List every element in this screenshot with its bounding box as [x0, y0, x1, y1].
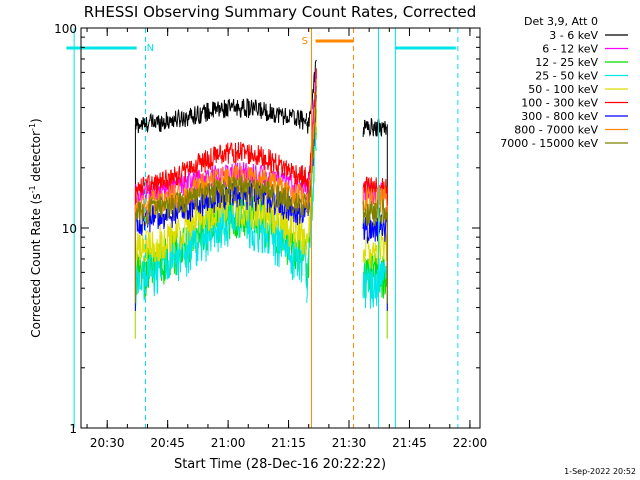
legend-label-0: 3 - 6 keV — [549, 29, 598, 42]
y-tick-label-2: 100 — [54, 22, 77, 36]
y-tick-label-1: 10 — [62, 222, 77, 236]
x-tick-label-2: 21:00 — [211, 436, 246, 450]
x-tick-label-5: 21:45 — [392, 436, 427, 450]
y-axis-label-mid: detector — [29, 131, 43, 186]
night-label: N — [147, 43, 154, 54]
x-tick-label-0: 20:30 — [90, 436, 125, 450]
series-line-0 — [147, 98, 308, 133]
x-tick-label-3: 21:15 — [271, 436, 306, 450]
chart-title: RHESSI Observing Summary Count Rates, Co… — [84, 3, 477, 21]
series-layer — [134, 59, 388, 339]
legend-label-6: 300 - 800 keV — [521, 110, 598, 123]
legend-label-2: 12 - 25 keV — [535, 56, 598, 69]
series-line-8 — [134, 199, 148, 226]
marker-layer: NS — [66, 28, 459, 428]
date-stamp: 1-Sep-2022 20:52 — [564, 467, 636, 476]
y-axis-label: Corrected Count Rate (s-1 detector-1) — [28, 118, 43, 337]
y-tick-label-0: 1 — [69, 422, 77, 436]
legend-label-7: 800 - 7000 keV — [514, 124, 598, 137]
ticks-layer: 1 10 100 20:30 20:45 21:00 21:15 21:30 21:45 22:0… — [54, 22, 487, 450]
y-axis-label-sup1: -1 — [28, 185, 37, 193]
x-tick-label-6: 22:00 — [453, 436, 488, 450]
series-line-8 — [147, 175, 308, 225]
legend-label-4: 50 - 100 keV — [528, 83, 598, 96]
series-line-0 — [134, 117, 148, 134]
legend-label-5: 100 - 300 keV — [521, 97, 598, 110]
series-line-7 — [134, 195, 148, 220]
y-axis-label-sup2: -1 — [28, 123, 37, 131]
series-line-0 — [362, 118, 388, 137]
series-line-5 — [147, 141, 308, 194]
x-tick-label-4: 21:30 — [332, 436, 367, 450]
legend-label-8: 7000 - 15000 keV — [500, 137, 598, 150]
series-line-8 — [362, 198, 388, 227]
legend-label-1: 6 - 12 keV — [542, 43, 598, 56]
series-line-3 — [362, 258, 388, 309]
legend-label-3: 25 - 50 keV — [535, 70, 598, 83]
x-axis-label: Start Time (28-Dec-16 20:22:22) — [174, 457, 386, 472]
saa-label: S — [302, 36, 308, 47]
series-line-4 — [134, 230, 148, 267]
series-line-3 — [147, 199, 308, 297]
y-axis-label-main: Corrected Count Rate (s — [29, 193, 43, 337]
y-axis-label-end: ) — [29, 118, 43, 123]
x-tick-label-1: 20:45 — [150, 436, 185, 450]
legend-header: Det 3,9, Att 0 — [524, 15, 598, 28]
